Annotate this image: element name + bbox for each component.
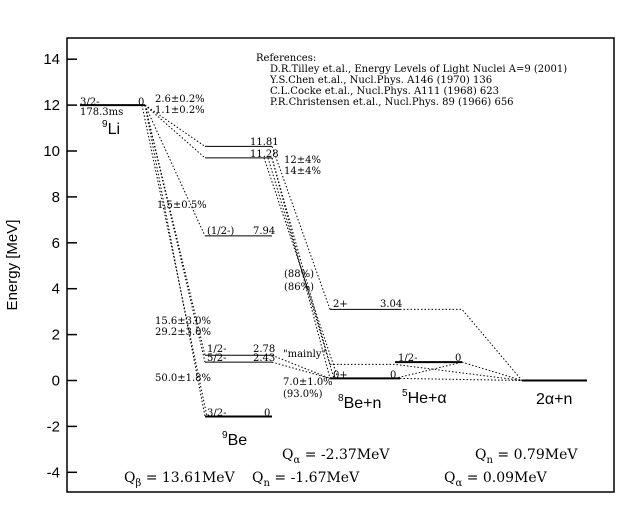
two-alpha-n-name: 2α+n bbox=[536, 391, 572, 408]
q-alpha-be9: Qα = -2.37MeV bbox=[282, 447, 390, 466]
q-n-he5: Qn = 0.79MeV bbox=[475, 447, 578, 466]
li9-spin: 3/2- bbox=[80, 97, 99, 108]
be9-energy-11.28: 11.28 bbox=[250, 149, 279, 160]
branch-2.43: 29.2±3.0% bbox=[155, 327, 211, 338]
be9-ground-spin: 3/2- bbox=[207, 408, 226, 419]
be9-energy-11.81: 11.81 bbox=[250, 137, 279, 148]
path-11.81-to-be8-2plus bbox=[271, 146, 331, 310]
y-tick-label: -2 bbox=[47, 418, 60, 435]
path-11.28-to-he5 bbox=[271, 157, 331, 365]
y-tick-label: 14 bbox=[43, 51, 60, 68]
path-11.28-to-be8-gs-a bbox=[271, 157, 331, 379]
path-be8-gs-to-aan bbox=[399, 377, 523, 381]
be9-energy-2.43: 2.43 bbox=[253, 353, 275, 364]
li9-halflife: 178.3ms bbox=[80, 107, 123, 118]
be9-spin-2.78: 1/2- bbox=[207, 344, 226, 355]
q-n-be9: Qn = -1.67MeV bbox=[252, 470, 360, 489]
reference-cocke: C.L.Cocke et.al., Nucl.Phys. A111 (1968)… bbox=[270, 86, 499, 97]
alpha-branch-14: 14±4% bbox=[284, 166, 321, 177]
y-axis-ticks: 14 12 10 8 6 4 2 0 -2 -4 bbox=[43, 51, 77, 481]
reference-chen: Y.S.Chen et.al., Nucl.Phys. A146 (1970) … bbox=[269, 75, 492, 86]
decay-paths bbox=[141, 104, 523, 417]
y-axis-label: Energy [MeV] bbox=[4, 220, 21, 311]
reference-christensen: P.R.Christensen et.al., Nucl.Phys. 89 (1… bbox=[270, 97, 514, 108]
branching-ratios: 2.6±0.2% 1.1±0.2% 1.5±0.5% 15.6±3.0% 29.… bbox=[155, 94, 333, 400]
path-li9-to-7.94 bbox=[144, 104, 206, 237]
li9-name: 9Li bbox=[102, 119, 120, 138]
path-be8-gs-cross bbox=[394, 361, 463, 379]
be8-ground-spin: 0+ bbox=[333, 370, 348, 381]
path-11.28-to-be8-gs-c bbox=[263, 157, 339, 379]
path-li9-to-ground-b bbox=[141, 104, 208, 417]
be9-name: 9Be bbox=[222, 430, 247, 449]
he5-ground-spin: 1/2- bbox=[398, 353, 417, 364]
be9-spin-7.94: (1/2-) bbox=[207, 226, 234, 237]
y-tick-label: 12 bbox=[43, 97, 60, 114]
path-be8-2plus-to-aan bbox=[400, 308, 523, 381]
y-tick-label: 6 bbox=[52, 235, 60, 252]
y-tick-label: 0 bbox=[52, 373, 60, 390]
be9-energy-2.78: 2.78 bbox=[253, 344, 275, 355]
li9-energy: 0 bbox=[138, 97, 144, 108]
he5-ground-energy: 0 bbox=[455, 353, 461, 364]
reference-tilley: D.R.Tilley et.al., Energy Levels of Ligh… bbox=[270, 64, 567, 75]
plot-frame bbox=[66, 37, 615, 493]
path-2.43-to-be8-gs bbox=[271, 361, 331, 379]
be9-energy-7.94: 7.94 bbox=[253, 226, 275, 237]
branch-2.78: 15.6±3.0% bbox=[155, 316, 211, 327]
branch-7.94: 1.5±0.5% bbox=[157, 200, 207, 211]
y-tick-label: -4 bbox=[47, 464, 60, 481]
path-he5-line-to-aan bbox=[330, 363, 523, 381]
q-values: Qβ = 13.61MeV Qn = -1.67MeV Qα = -2.37Me… bbox=[124, 447, 578, 489]
references-heading: References: bbox=[256, 53, 316, 64]
be8-energy-3.04: 3.04 bbox=[380, 299, 402, 310]
he5a-name: 5He+α bbox=[402, 388, 447, 407]
path-he5-to-aan bbox=[461, 361, 523, 381]
branch-11.28: 1.1±0.2% bbox=[155, 105, 205, 116]
y-tick-label: 10 bbox=[43, 143, 60, 160]
be9-spin-2.43: 5/2- bbox=[207, 353, 226, 364]
alpha-branch-86: (86%) bbox=[284, 282, 314, 293]
be9-ground-energy: 0 bbox=[264, 408, 270, 419]
branch-11.81: 2.6±0.2% bbox=[155, 94, 205, 105]
branch-ground: 50.0±1.8% bbox=[155, 373, 211, 384]
nucleus-names: 9Li 9Be 8Be+n 5He+α 2α+n bbox=[102, 119, 572, 449]
y-tick-label: 2 bbox=[52, 327, 60, 344]
path-li9-to-11.81 bbox=[144, 104, 206, 147]
references: References: D.R.Tilley et.al., Energy Le… bbox=[256, 53, 567, 108]
q-beta: Qβ = 13.61MeV bbox=[124, 470, 236, 489]
alpha-branch-88: (88%) bbox=[284, 269, 314, 280]
be8-spin-3.04: 2+ bbox=[333, 299, 348, 310]
q-alpha-he5: Qα = 0.09MeV bbox=[444, 470, 548, 489]
path-li9-to-11.28 bbox=[144, 104, 206, 159]
level-labels: 3/2- 0 178.3ms 11.81 11.28 (1/2-) 7.94 1… bbox=[80, 97, 461, 419]
alpha-branch-mainly: "mainly" bbox=[283, 349, 326, 360]
path-li9-to-ground-a bbox=[144, 105, 206, 417]
be8-ground-energy: 0 bbox=[390, 370, 396, 381]
be8n-name: 8Be+n bbox=[338, 393, 381, 412]
alpha-branch-12: 12±4% bbox=[284, 155, 321, 166]
y-tick-label: 8 bbox=[52, 189, 60, 206]
alpha-branch-7.0: 7.0±1.0% bbox=[283, 377, 333, 388]
y-tick-label: 4 bbox=[52, 281, 60, 298]
energy-levels bbox=[80, 104, 587, 418]
alpha-branch-93: (93.0%) bbox=[283, 389, 323, 400]
